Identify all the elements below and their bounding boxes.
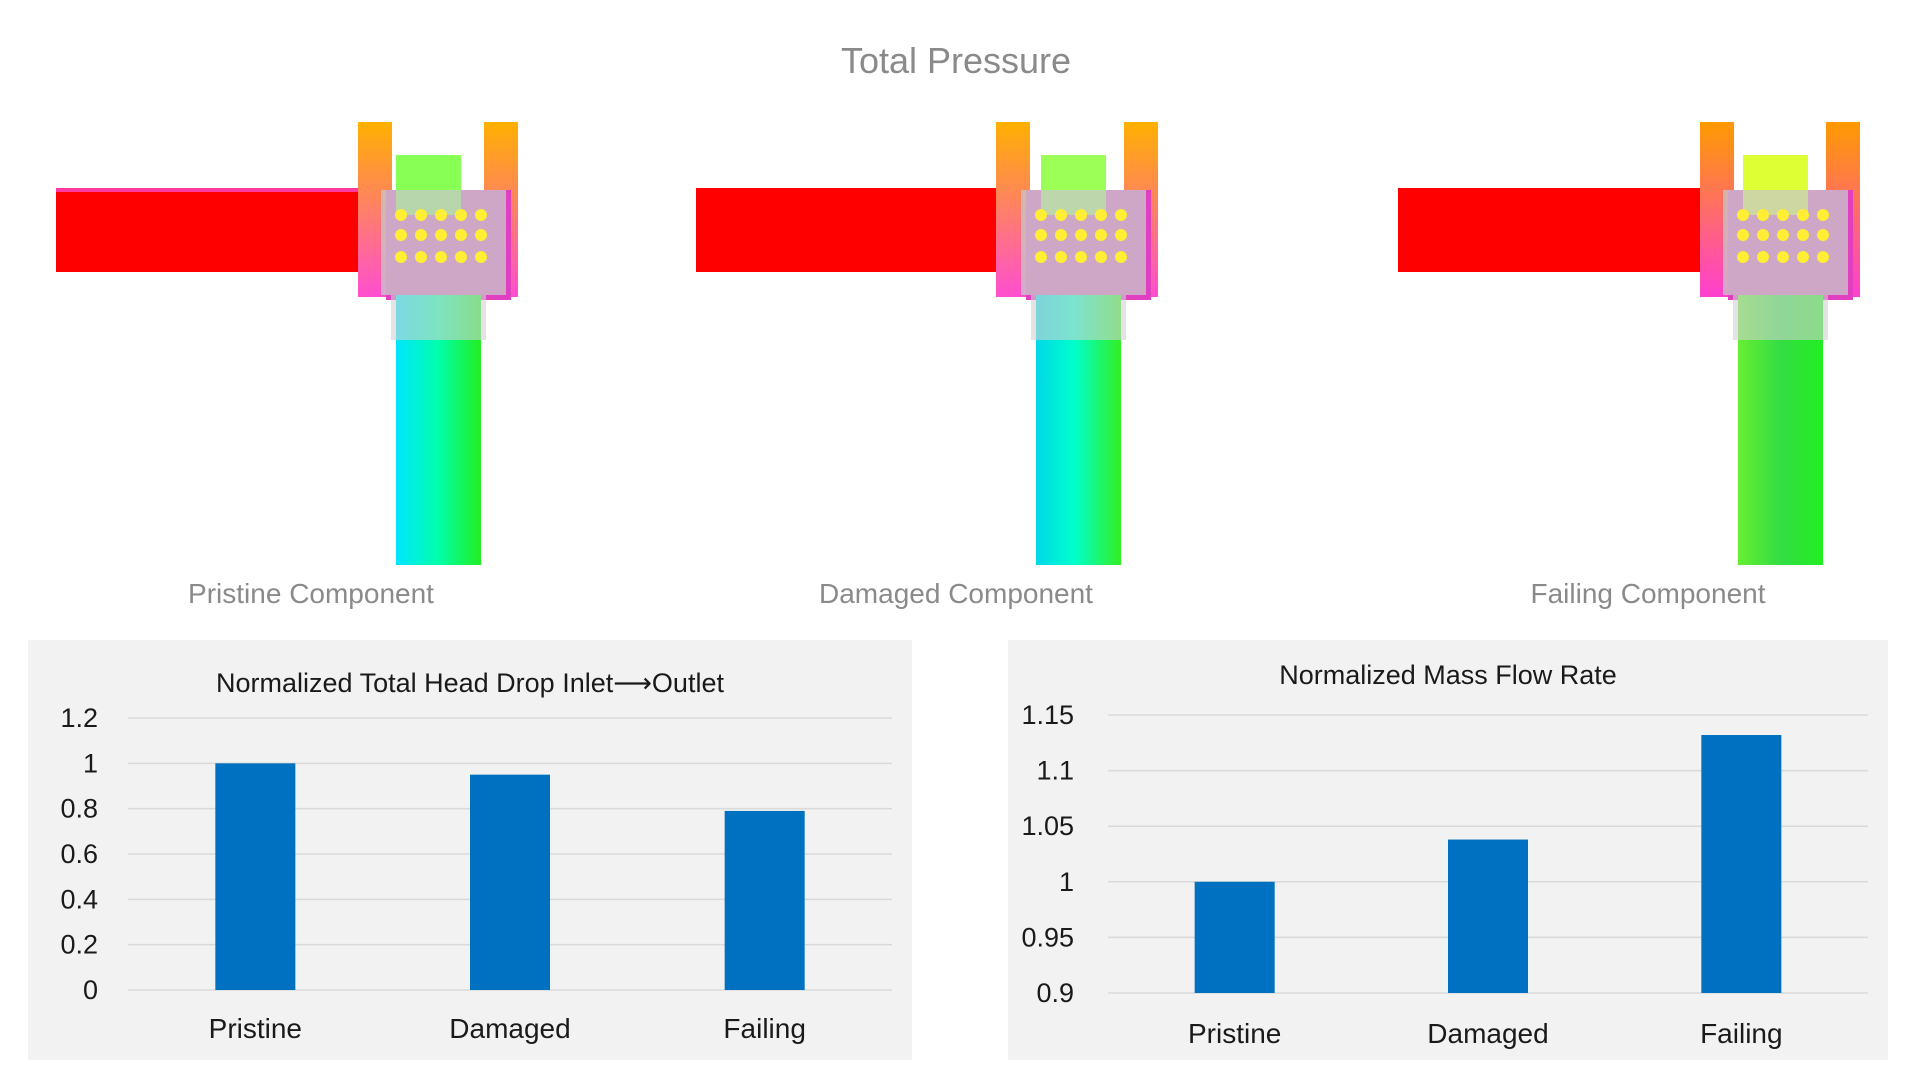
head-drop-chart-svg: Normalized Total Head Drop Inlet⟶Outlet …	[60, 668, 892, 1044]
head-drop-category-label: Damaged	[449, 1013, 570, 1044]
mass-flow-y-tick-label: 1.1	[1036, 756, 1074, 786]
mass-flow-category-label: Failing	[1700, 1018, 1782, 1049]
pristine-component-label: Pristine Component	[188, 578, 434, 609]
head-drop-y-tick-label: 1	[83, 748, 98, 778]
mass-flow-y-tick-label: 1.05	[1021, 811, 1074, 841]
failing-simulation-image	[1398, 120, 1878, 570]
mass-flow-bar-failing	[1701, 735, 1782, 993]
damaged-simulation-image	[696, 120, 1176, 570]
mass-flow-y-tick-label: 1.15	[1021, 700, 1074, 730]
head-drop-y-tick-label: 0.2	[60, 930, 98, 960]
mass-flow-chart-svg: Normalized Mass Flow Rate 0.9 0.95 1 1.05 1.…	[1021, 660, 1868, 1049]
failing-component-label: Failing Component	[1530, 578, 1766, 609]
head-drop-bar-damaged	[470, 774, 550, 990]
mass-flow-chart: Normalized Mass Flow Rate 0.9 0.95 1 1.05 1.…	[1008, 640, 1888, 1060]
head-drop-category-label: Failing	[723, 1013, 805, 1044]
head-drop-chart-title: Normalized Total Head Drop Inlet⟶Outlet	[216, 668, 724, 698]
head-drop-y-tick-label: 0.4	[60, 884, 98, 914]
mass-flow-bar-pristine	[1194, 881, 1275, 993]
mass-flow-category-label: Pristine	[1188, 1018, 1281, 1049]
head-drop-chart: Normalized Total Head Drop Inlet⟶Outlet …	[28, 640, 912, 1060]
head-drop-bar-failing	[724, 810, 805, 990]
pristine-simulation-image	[56, 120, 536, 570]
mass-flow-chart-title: Normalized Mass Flow Rate	[1279, 660, 1617, 690]
figure-title: Total Pressure	[840, 40, 1072, 81]
mass-flow-bar-damaged	[1448, 839, 1528, 993]
damaged-component-label: Damaged Component	[819, 578, 1093, 609]
mass-flow-category-label: Damaged	[1427, 1018, 1548, 1049]
mass-flow-y-tick-label: 0.9	[1036, 978, 1074, 1008]
mass-flow-y-tick-label: 1	[1059, 867, 1074, 897]
head-drop-y-tick-label: 1.2	[60, 703, 98, 733]
head-drop-y-tick-label: 0.6	[60, 839, 98, 869]
head-drop-bar-pristine	[215, 763, 296, 990]
head-drop-y-tick-label: 0.8	[60, 794, 98, 824]
head-drop-y-tick-label: 0	[83, 975, 98, 1005]
head-drop-category-label: Pristine	[209, 1013, 302, 1044]
mass-flow-y-tick-label: 0.95	[1021, 922, 1074, 952]
